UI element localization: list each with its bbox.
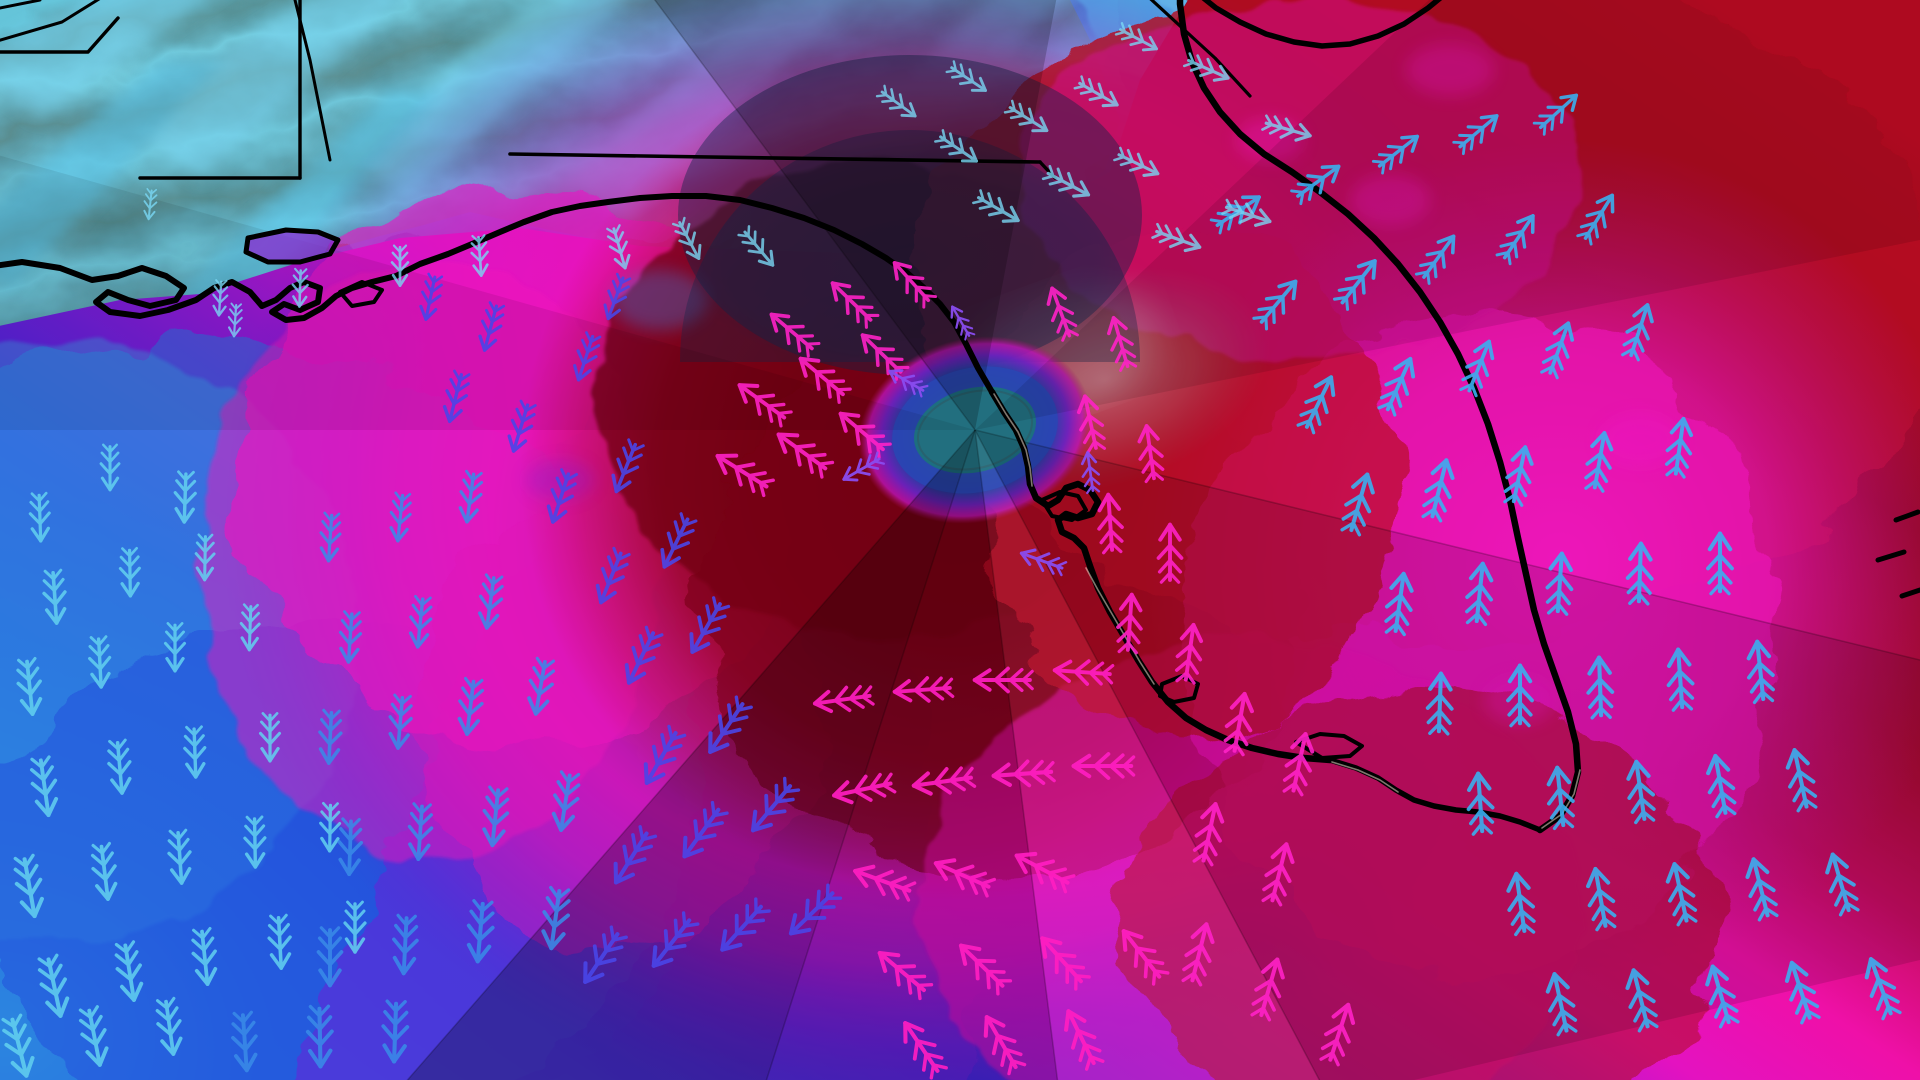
tampa-bay bbox=[1040, 490, 1088, 522]
state-border-al-ga-north bbox=[293, 0, 332, 162]
sector-wedge-3[interactable] bbox=[975, 430, 1330, 1080]
bahamas-islets bbox=[1875, 509, 1920, 599]
sector-wedge-7[interactable] bbox=[0, 150, 975, 430]
sector-wedge-1[interactable] bbox=[390, 430, 975, 1080]
delta-birdfoot bbox=[338, 280, 384, 308]
state-border-arkansas-louisiana bbox=[0, 16, 120, 54]
lake-pontchartrain bbox=[243, 227, 341, 265]
florida-bay-inner bbox=[1294, 732, 1364, 760]
state-border-ga-sc bbox=[1149, 0, 1252, 98]
geography-layer bbox=[0, 0, 1920, 834]
sector-wedge-2[interactable] bbox=[760, 430, 1060, 1080]
state-border-tn-ms-al bbox=[0, 0, 101, 42]
state-border-al-fl bbox=[508, 152, 1042, 164]
coastline-florida-west bbox=[988, 388, 1334, 764]
coastline-gulf-panhandle bbox=[521, 193, 995, 395]
coastline-georgia-sc bbox=[1201, 0, 1443, 49]
coastline-florida-keys bbox=[1327, 757, 1543, 833]
model-domain-dome bbox=[678, 55, 1142, 375]
coastline-louisiana-delta bbox=[0, 219, 527, 323]
coastline-florida-east bbox=[1176, 0, 1582, 834]
sector-wedge-5[interactable] bbox=[975, 0, 1920, 430]
